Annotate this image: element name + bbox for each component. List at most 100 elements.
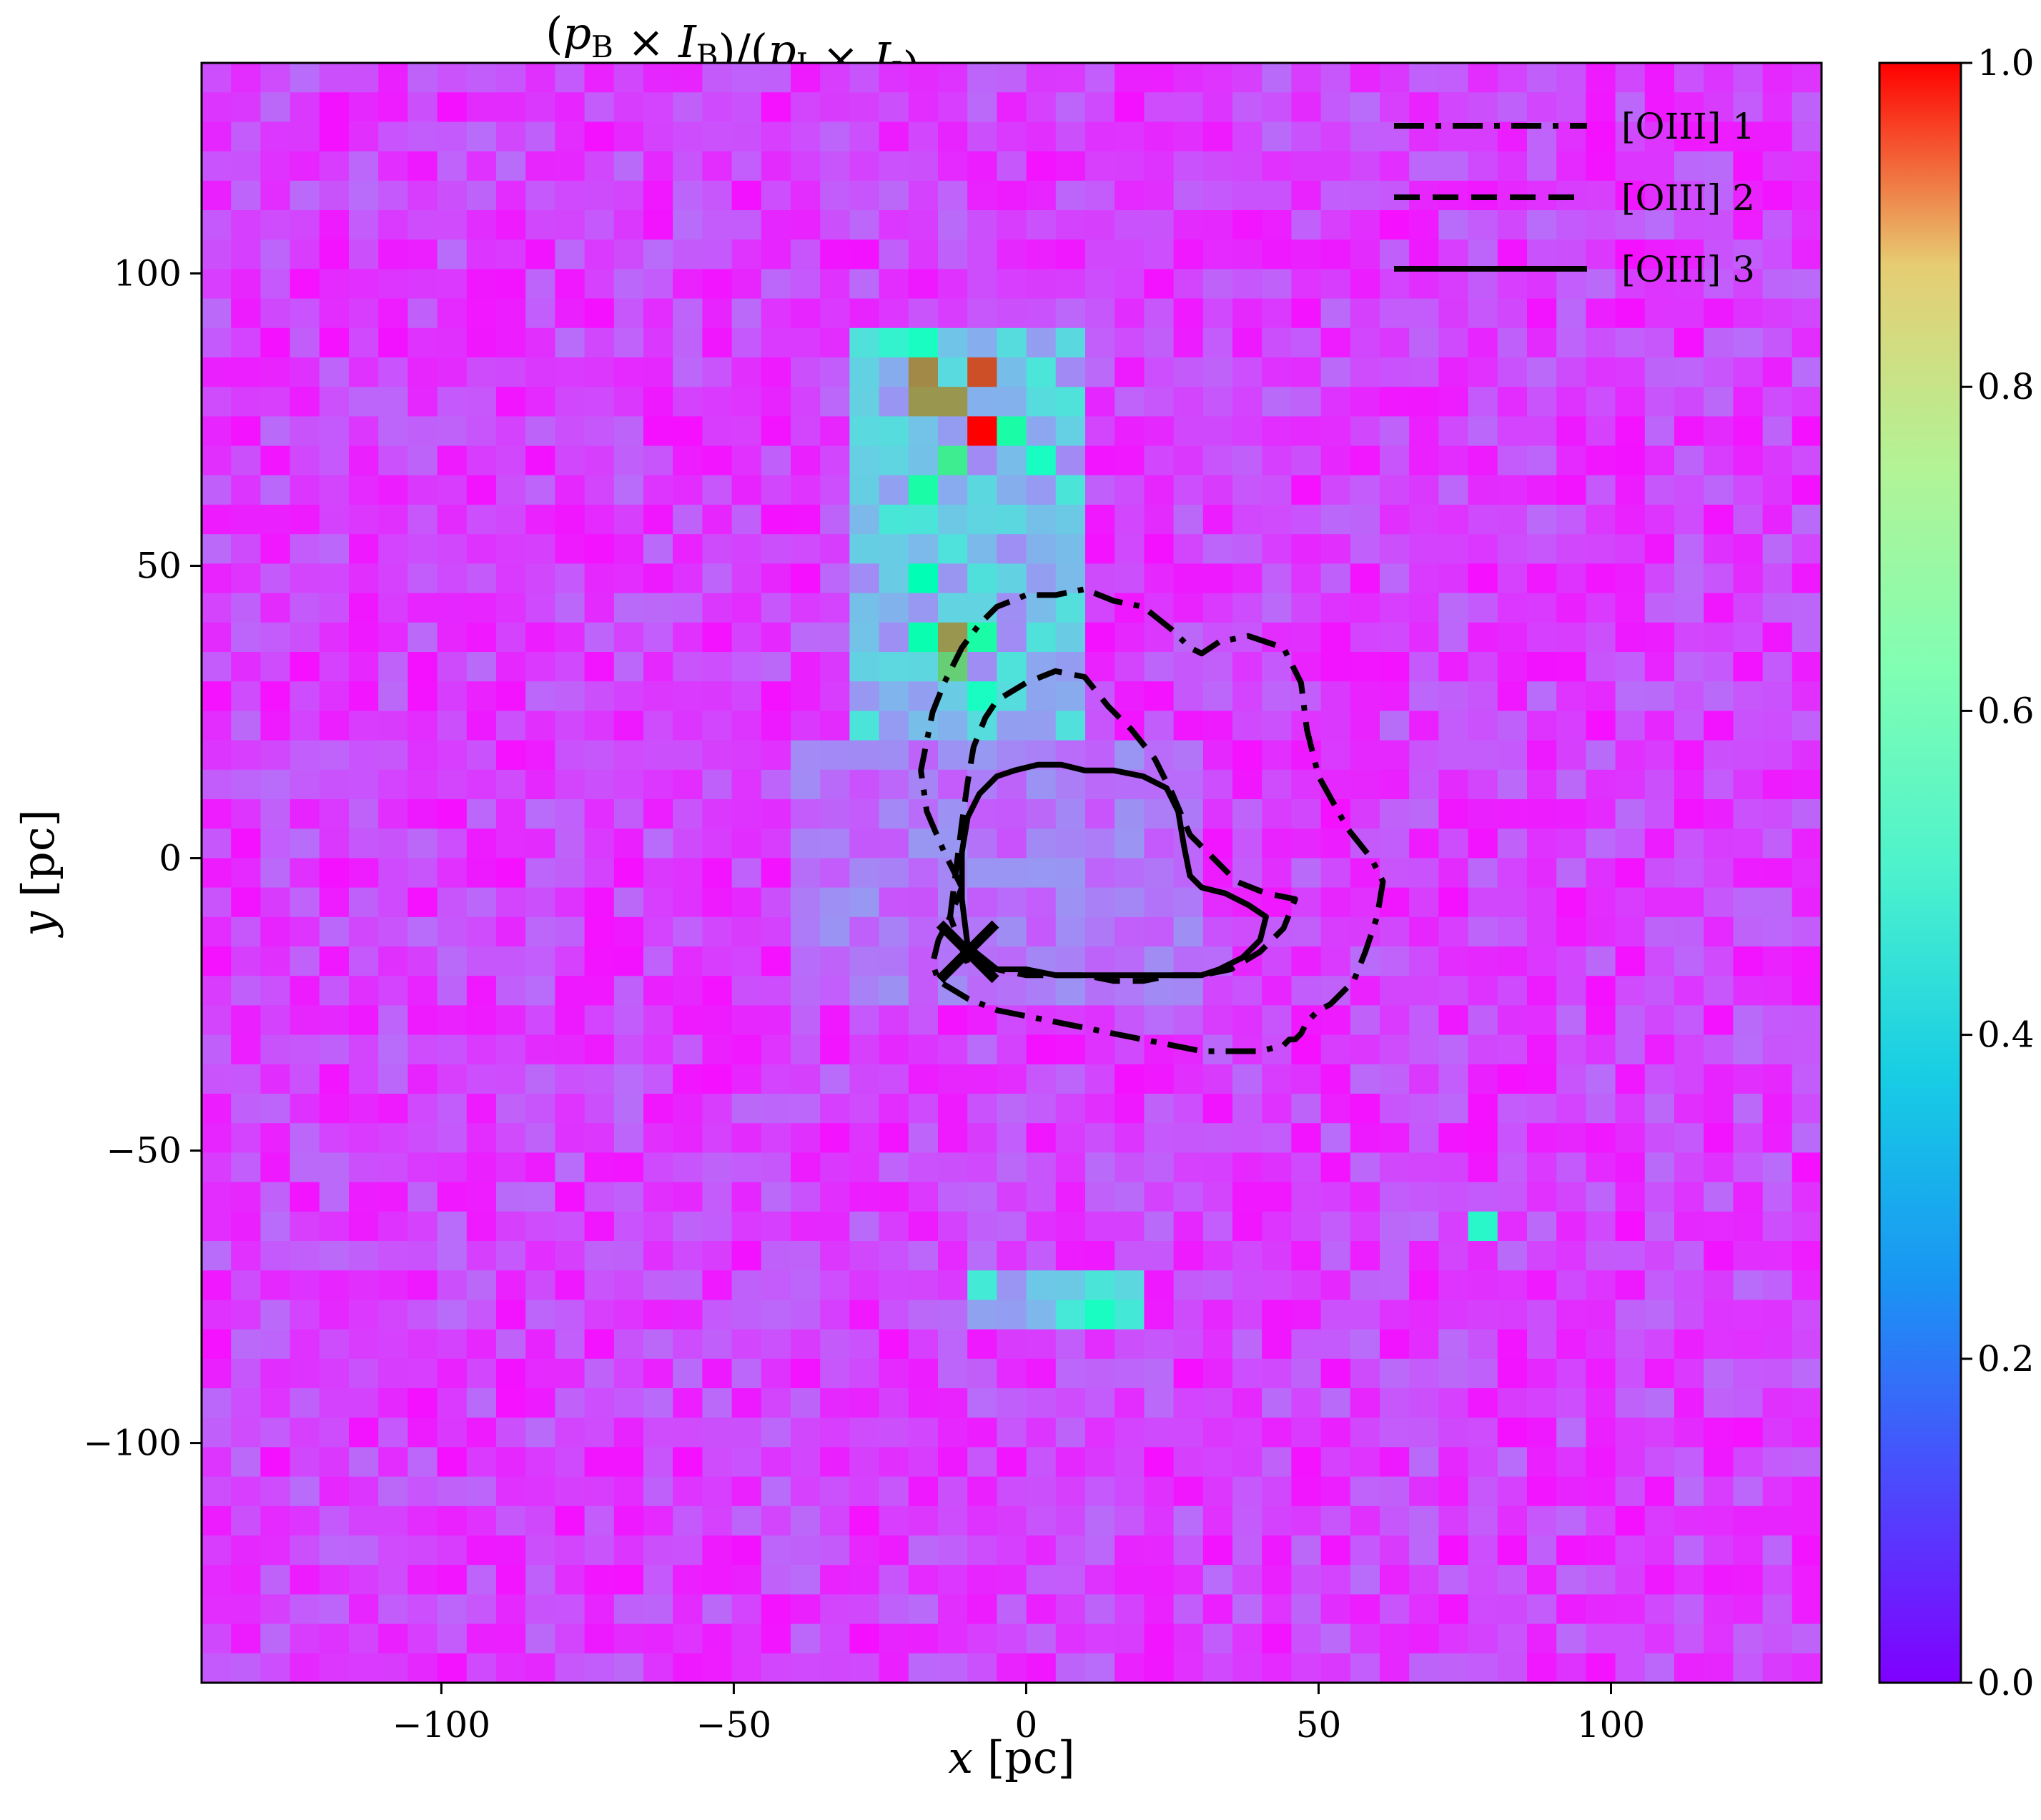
- heatmap-cell: [319, 1094, 350, 1124]
- heatmap-cell: [967, 1388, 997, 1418]
- heatmap-cell: [1380, 976, 1410, 1006]
- heatmap-cell: [1409, 1300, 1439, 1330]
- heatmap-cell: [1674, 269, 1704, 300]
- heatmap-cell: [643, 92, 673, 122]
- heatmap-cell: [1144, 1123, 1175, 1153]
- heatmap-cell: [967, 1182, 997, 1212]
- heatmap-cell: [1262, 1653, 1292, 1683]
- heatmap-cell: [1202, 1447, 1233, 1478]
- heatmap-cell: [731, 1064, 762, 1094]
- heatmap-cell: [731, 711, 762, 741]
- heatmap-cell: [1438, 887, 1469, 918]
- heatmap-cell: [1674, 1565, 1704, 1595]
- heatmap-cell: [1320, 151, 1351, 182]
- heatmap-cell: [673, 1447, 703, 1478]
- heatmap-cell: [319, 858, 350, 889]
- heatmap-cell: [1556, 63, 1586, 93]
- heatmap-cell: [1262, 593, 1292, 623]
- heatmap-cell: [731, 563, 762, 594]
- heatmap-cell: [290, 357, 320, 387]
- heatmap-cell: [1438, 1418, 1469, 1448]
- heatmap-cell: [1615, 1152, 1646, 1183]
- heatmap-cell: [1409, 1123, 1439, 1153]
- heatmap-cell: [1115, 1329, 1145, 1360]
- heatmap-cell: [849, 475, 880, 505]
- heatmap-cell: [1733, 534, 1764, 564]
- heatmap-cell: [1350, 1476, 1380, 1507]
- heatmap-cell: [1026, 1094, 1057, 1124]
- heatmap-cell: [761, 180, 791, 211]
- heatmap-cell: [791, 1565, 821, 1595]
- heatmap-cell: [997, 1388, 1027, 1418]
- heatmap-cell: [584, 327, 615, 358]
- heatmap-cell: [879, 327, 909, 358]
- heatmap-cell: [555, 239, 585, 269]
- heatmap-cell: [1320, 416, 1351, 447]
- heatmap-cell: [1173, 1535, 1204, 1566]
- heatmap-cell: [260, 63, 291, 93]
- heatmap-cell: [202, 357, 232, 387]
- heatmap-cell: [791, 1535, 821, 1566]
- heatmap-cell: [1497, 622, 1528, 653]
- heatmap-cell: [1792, 1447, 1822, 1478]
- heatmap-cell: [1556, 563, 1586, 594]
- heatmap-cell: [1026, 387, 1057, 417]
- heatmap-cell: [1527, 1358, 1557, 1389]
- heatmap-cell: [997, 711, 1027, 741]
- heatmap-cell: [849, 416, 880, 447]
- heatmap-cell: [967, 475, 997, 505]
- heatmap-cell: [1438, 916, 1469, 947]
- heatmap-cell: [437, 387, 468, 417]
- heatmap-cell: [673, 180, 703, 211]
- heatmap-cell: [1674, 1300, 1704, 1330]
- heatmap-cell: [1320, 63, 1351, 93]
- heatmap-cell: [1291, 1123, 1322, 1153]
- heatmap-cell: [1468, 858, 1498, 889]
- heatmap-cell: [1409, 1094, 1439, 1124]
- heatmap-cell: [378, 563, 408, 594]
- heatmap-cell: [1144, 1535, 1175, 1566]
- heatmap-cell: [1556, 151, 1586, 182]
- heatmap-cell: [1380, 1329, 1410, 1360]
- heatmap-cell: [967, 239, 997, 269]
- heatmap-cell: [1320, 1152, 1351, 1183]
- heatmap-cell: [1644, 1005, 1675, 1036]
- heatmap-cell: [319, 1005, 350, 1036]
- heatmap-cell: [1202, 298, 1233, 329]
- heatmap-cell: [1615, 1535, 1646, 1566]
- heatmap-cell: [879, 239, 909, 269]
- heatmap-cell: [1380, 1447, 1410, 1478]
- heatmap-cell: [584, 1241, 615, 1271]
- heatmap-cell: [643, 1034, 673, 1065]
- heatmap-cell: [1085, 1505, 1115, 1536]
- heatmap-cell: [466, 1653, 497, 1683]
- heatmap-cell: [849, 1064, 880, 1094]
- heatmap-cell: [731, 210, 762, 240]
- heatmap-cell: [437, 1358, 468, 1389]
- heatmap-cell: [1144, 1505, 1175, 1536]
- heatmap-cell: [820, 387, 850, 417]
- heatmap-cell: [260, 681, 291, 711]
- heatmap-cell: [555, 1476, 585, 1507]
- heatmap-cell: [1792, 769, 1822, 800]
- heatmap-cell: [849, 269, 880, 300]
- heatmap-cell: [1468, 1300, 1498, 1330]
- heatmap-cell: [349, 1300, 379, 1330]
- heatmap-cell: [613, 1064, 644, 1094]
- heatmap-cell: [260, 622, 291, 653]
- heatmap-cell: [1615, 269, 1646, 300]
- heatmap-cell: [820, 1565, 850, 1595]
- heatmap-cell: [437, 445, 468, 476]
- heatmap-cell: [319, 298, 350, 329]
- heatmap-cell: [1055, 858, 1086, 889]
- heatmap-cell: [1115, 946, 1145, 976]
- heatmap-cell: [555, 1182, 585, 1212]
- heatmap-cell: [731, 1094, 762, 1124]
- heatmap-cell: [613, 475, 644, 505]
- heatmap-cell: [731, 92, 762, 122]
- heatmap-cell: [260, 563, 291, 594]
- heatmap-cell: [731, 180, 762, 211]
- heatmap-cell: [1733, 1447, 1764, 1478]
- heatmap-cell: [1409, 1594, 1439, 1625]
- heatmap-cell: [1438, 1565, 1469, 1595]
